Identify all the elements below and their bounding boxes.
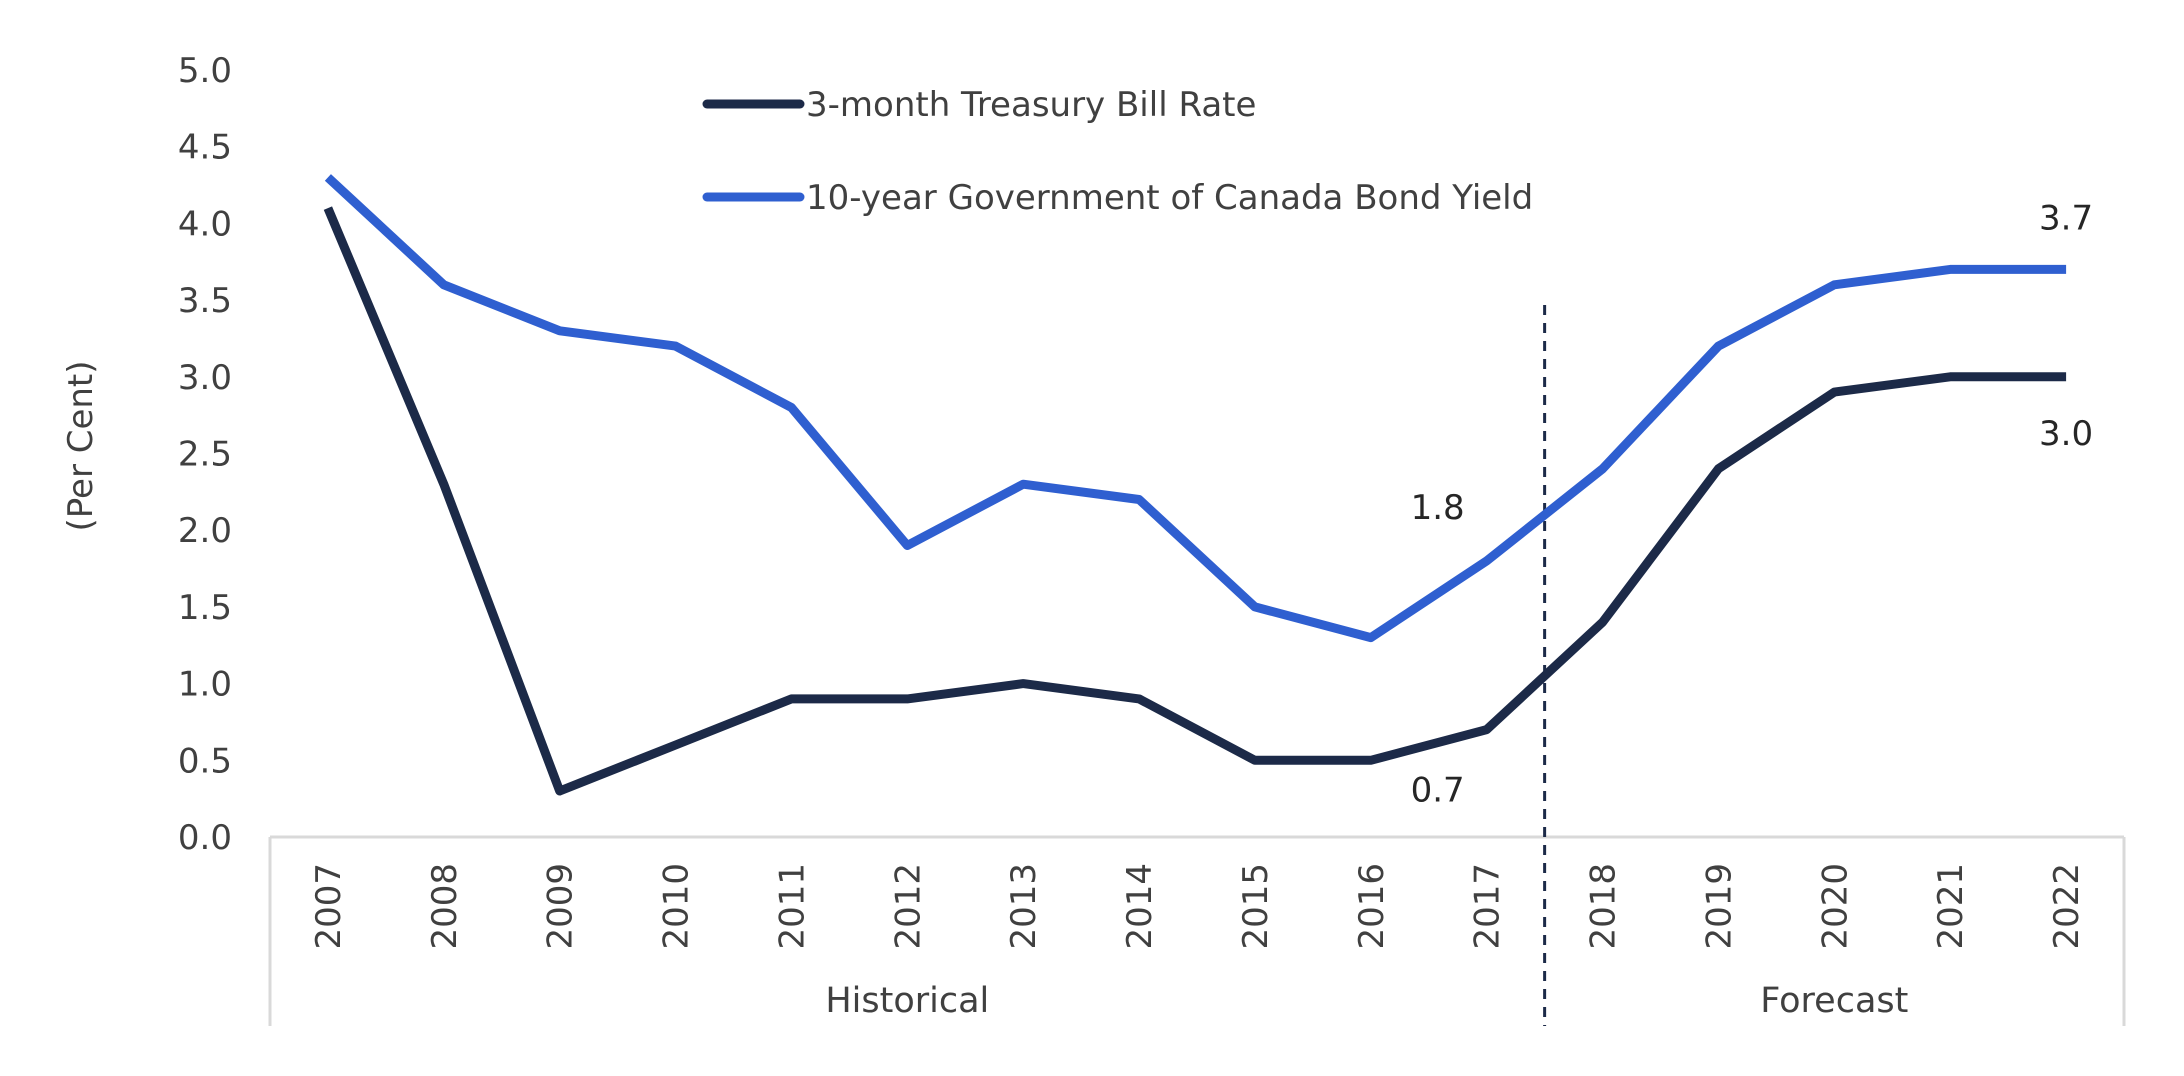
y-tick-label: 1.5 xyxy=(178,588,232,628)
x-tick-label: 2012 xyxy=(888,863,928,950)
series-line-1 xyxy=(324,174,2067,643)
y-tick-label: 1.0 xyxy=(178,665,232,705)
x-tick-label: 2019 xyxy=(1699,863,1739,950)
legend-label: 10-year Government of Canada Bond Yield xyxy=(806,178,1533,218)
x-tick-label: 2015 xyxy=(1236,863,1276,950)
x-tick-label: 2007 xyxy=(309,863,349,950)
data-labels: 1.8 0.7 3.7 3.0 xyxy=(1411,198,2093,810)
data-label: 1.8 xyxy=(1411,488,1465,528)
y-tick-label: 2.0 xyxy=(178,511,232,551)
data-label: 0.7 xyxy=(1411,771,1465,811)
x-tick-label: 2011 xyxy=(772,863,812,950)
legend-label: 3-month Treasury Bill Rate xyxy=(806,85,1256,125)
x-tick-label: 2016 xyxy=(1352,863,1392,950)
x-tick-label: 2017 xyxy=(1468,863,1508,950)
x-tick-label: 2020 xyxy=(1815,863,1855,950)
x-tick-label: 2013 xyxy=(1004,863,1044,950)
y-tick-label: 0.5 xyxy=(178,741,232,781)
y-tick-label: 4.5 xyxy=(178,128,232,168)
x-tick-label: 2014 xyxy=(1120,863,1160,950)
y-axis-ticks: 0.0 0.5 1.0 1.5 2.0 2.5 3.0 3.5 4.0 4.5 5.0 xyxy=(178,51,232,858)
y-tick-label: 3.5 xyxy=(178,281,232,321)
x-tick-label: 2008 xyxy=(425,863,465,950)
x-tick-label: 2009 xyxy=(541,863,581,950)
y-axis-title: (Per Cent) xyxy=(61,360,101,531)
data-label: 3.0 xyxy=(2039,414,2093,454)
y-tick-label: 3.0 xyxy=(178,358,232,398)
x-tick-label: 2021 xyxy=(1931,863,1971,950)
series-lines xyxy=(323,174,2067,796)
x-axis: 2007 2008 2009 2010 2011 2012 2013 2014 2015 2016… xyxy=(268,305,2126,1026)
x-group-label: Forecast xyxy=(1760,981,1908,1021)
x-tick-label: 2022 xyxy=(2047,863,2087,950)
y-tick-label: 4.0 xyxy=(178,204,232,244)
legend: 3-month Treasury Bill Rate 10-year Govern… xyxy=(702,85,1533,218)
x-tick-label: 2018 xyxy=(1584,863,1624,950)
series-line-0 xyxy=(323,206,2067,796)
x-group-label: Historical xyxy=(825,981,989,1021)
y-tick-label: 5.0 xyxy=(178,51,232,91)
y-tick-label: 2.5 xyxy=(178,435,232,475)
x-tick-label: 2010 xyxy=(657,863,697,950)
data-label: 3.7 xyxy=(2039,198,2093,238)
y-tick-label: 0.0 xyxy=(178,818,232,858)
